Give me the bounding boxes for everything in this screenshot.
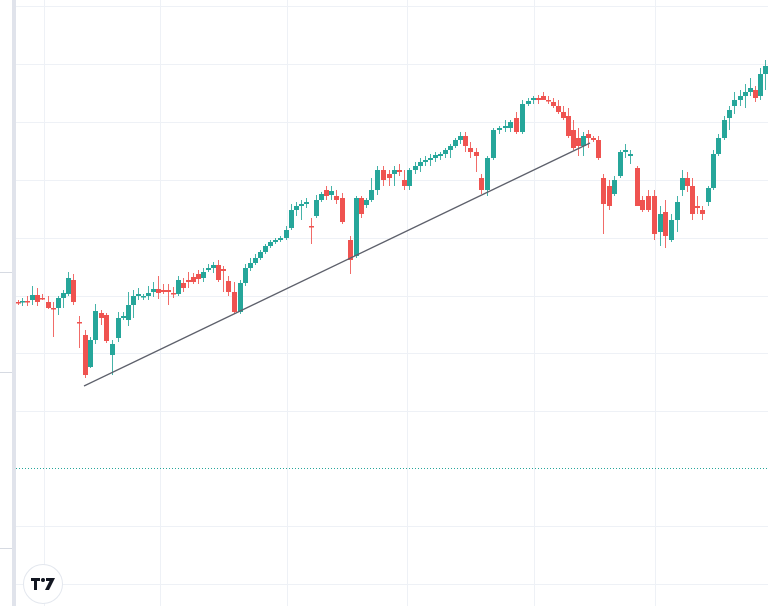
tradingview-logo-icon — [31, 578, 55, 590]
tradingview-logo-button[interactable]: TV — [23, 564, 63, 604]
trendline-drawing[interactable] — [83, 142, 591, 387]
candles — [16, 60, 768, 378]
price-scale-strip[interactable] — [0, 0, 16, 606]
